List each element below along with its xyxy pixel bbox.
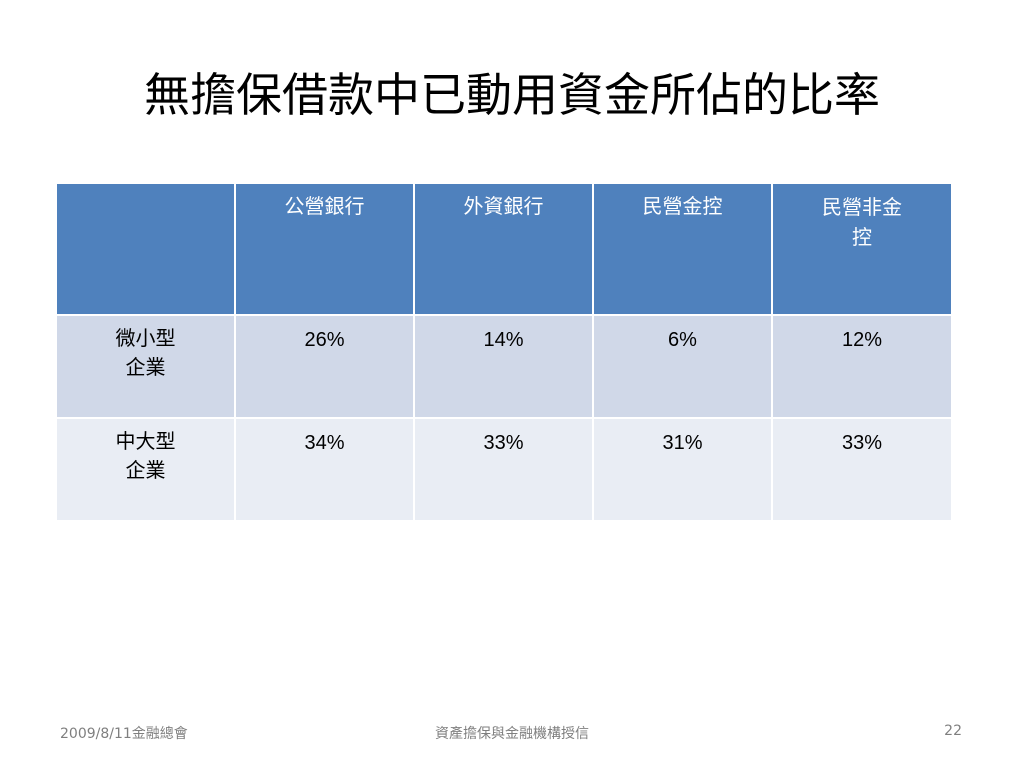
footer-date-org: 2009/8/11金融總會 bbox=[60, 726, 188, 742]
data-table: 公營銀行 外資銀行 民營金控 民營非金 控 微小型 企業 26% 14% 6% … bbox=[56, 183, 952, 521]
row-header-line2: 企業 bbox=[125, 355, 166, 379]
column-header-private-non-fhc: 民營非金 控 bbox=[772, 183, 952, 315]
table-row: 微小型 企業 26% 14% 6% 12% bbox=[56, 315, 952, 418]
table-cell: 14% bbox=[414, 315, 593, 418]
table-cell: 31% bbox=[593, 418, 772, 521]
column-header-label-line1: 民營非金 bbox=[822, 195, 902, 219]
column-header-foreign-banks: 外資銀行 bbox=[414, 183, 593, 315]
table-cell: 33% bbox=[414, 418, 593, 521]
table-cell: 12% bbox=[772, 315, 952, 418]
column-header-label: 民營金控 bbox=[642, 194, 723, 218]
table-row: 中大型 企業 34% 33% 31% 33% bbox=[56, 418, 952, 521]
table-header-row: 公營銀行 外資銀行 民營金控 民營非金 控 bbox=[56, 183, 952, 315]
column-header-label: 外資銀行 bbox=[463, 194, 544, 218]
row-header-line2: 企業 bbox=[125, 458, 166, 482]
table-cell: 6% bbox=[593, 315, 772, 418]
corner-cell bbox=[56, 183, 235, 315]
row-header-micro-small: 微小型 企業 bbox=[56, 315, 235, 418]
row-header-line1: 微小型 bbox=[115, 326, 176, 350]
column-header-private-fhc: 民營金控 bbox=[593, 183, 772, 315]
footer-topic: 資產擔保與金融機構授信 bbox=[435, 726, 589, 742]
page-number: 22 bbox=[944, 723, 962, 739]
table-cell: 26% bbox=[235, 315, 414, 418]
slide-title: 無擔保借款中已動用資金所佔的比率 bbox=[144, 68, 880, 122]
table-cell: 34% bbox=[235, 418, 414, 521]
row-header-line1: 中大型 bbox=[115, 429, 176, 453]
column-header-public-banks: 公營銀行 bbox=[235, 183, 414, 315]
column-header-label-line2: 控 bbox=[852, 225, 872, 249]
row-header-mid-large: 中大型 企業 bbox=[56, 418, 235, 521]
column-header-label: 公營銀行 bbox=[284, 194, 365, 218]
table-cell: 33% bbox=[772, 418, 952, 521]
